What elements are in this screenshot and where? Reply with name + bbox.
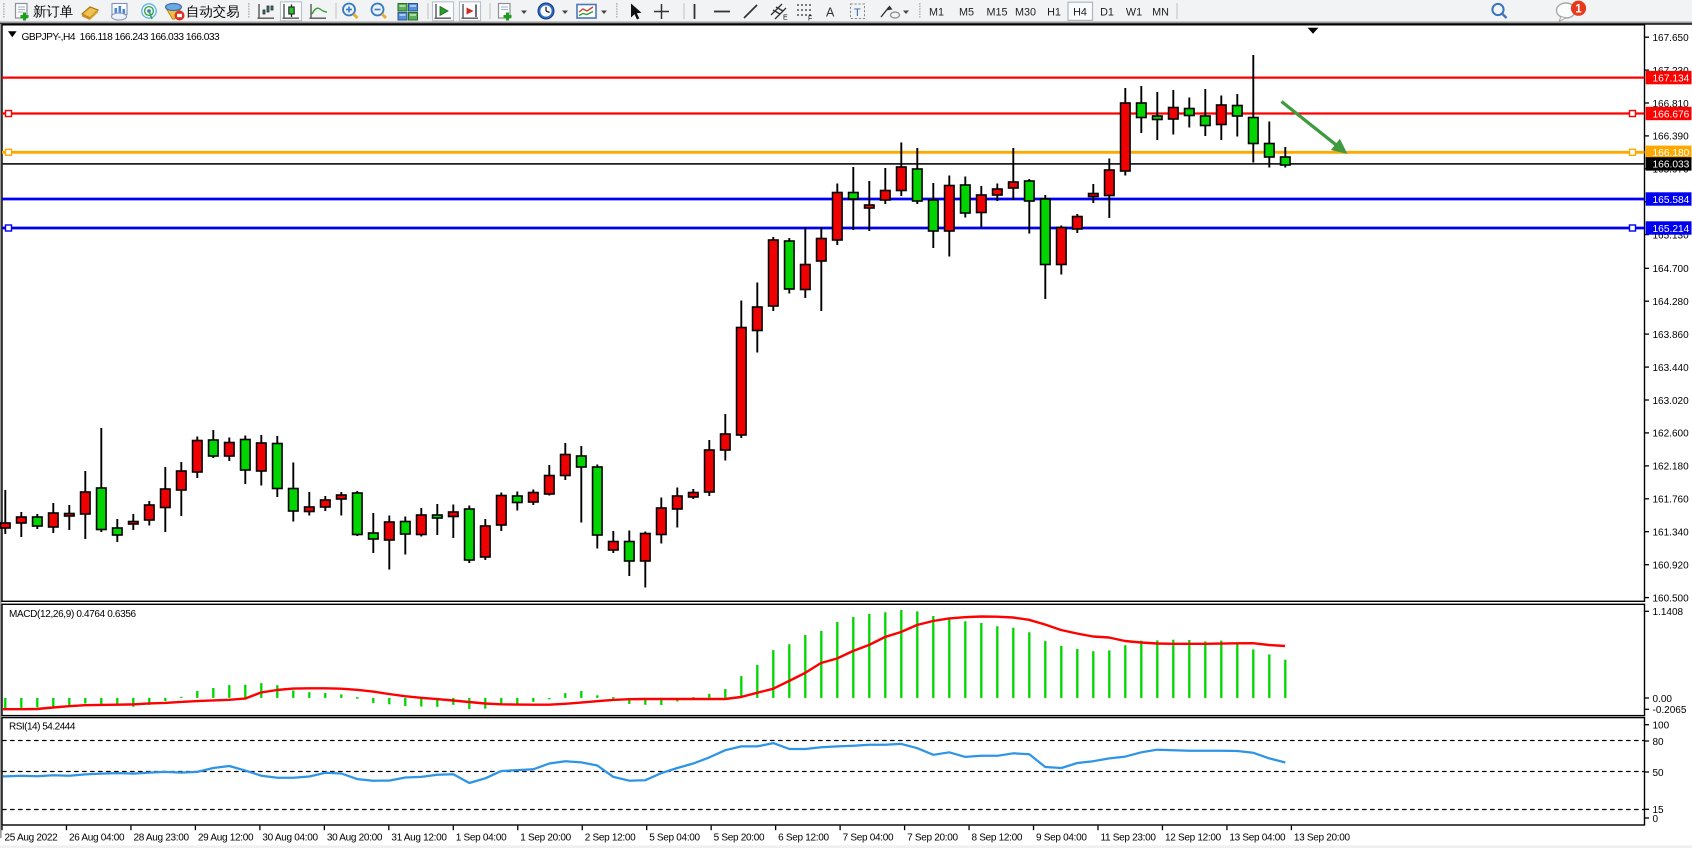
svg-text:13 Sep 04:00: 13 Sep 04:00: [1229, 833, 1286, 844]
svg-text:164.280: 164.280: [1653, 297, 1690, 308]
svg-text:-0.2065: -0.2065: [1653, 705, 1687, 716]
svg-text:100: 100: [1653, 721, 1670, 732]
svg-text:30 Aug 20:00: 30 Aug 20:00: [327, 833, 383, 844]
svg-text:161.760: 161.760: [1653, 495, 1690, 506]
svg-text:H1: H1: [1047, 7, 1061, 19]
svg-text:165.130: 165.130: [1653, 230, 1690, 241]
svg-text:8 Sep 12:00: 8 Sep 12:00: [972, 833, 1023, 844]
svg-text:163.020: 163.020: [1653, 396, 1690, 407]
svg-text:160.920: 160.920: [1653, 561, 1690, 572]
svg-text:166.390: 166.390: [1653, 132, 1690, 143]
svg-text:26 Aug 04:00: 26 Aug 04:00: [69, 833, 125, 844]
svg-text:H4: H4: [1073, 7, 1087, 19]
svg-text:11 Sep 23:00: 11 Sep 23:00: [1100, 833, 1156, 844]
svg-text:2 Sep 12:00: 2 Sep 12:00: [585, 833, 636, 844]
svg-text:M5: M5: [959, 7, 974, 19]
svg-text:GBPJPY-,H4 166.118 166.243 16: GBPJPY-,H4 166.118 166.243 166.033 166.0…: [22, 32, 221, 43]
svg-text:9 Sep 04:00: 9 Sep 04:00: [1036, 833, 1087, 844]
svg-text:165.584: 165.584: [1653, 195, 1690, 206]
svg-text:T: T: [854, 7, 861, 19]
svg-text:1.1408: 1.1408: [1653, 607, 1684, 618]
svg-text:166.810: 166.810: [1653, 99, 1690, 110]
svg-text:1: 1: [1575, 3, 1582, 15]
svg-text:167.134: 167.134: [1653, 73, 1690, 84]
svg-text:RSI(14) 54.2444: RSI(14) 54.2444: [9, 721, 76, 732]
svg-text:0: 0: [1653, 814, 1659, 825]
svg-text:1 Sep 04:00: 1 Sep 04:00: [456, 833, 507, 844]
svg-text:MACD(12,26,9) 0.4764 0.6356: MACD(12,26,9) 0.4764 0.6356: [9, 609, 137, 620]
svg-text:161.340: 161.340: [1653, 528, 1690, 539]
svg-text:25 Aug 2022: 25 Aug 2022: [5, 833, 59, 844]
svg-text:MN: MN: [1152, 7, 1169, 19]
svg-text:166.180: 166.180: [1653, 148, 1690, 159]
svg-text:163.860: 163.860: [1653, 330, 1690, 341]
svg-text:1 Sep 20:00: 1 Sep 20:00: [520, 833, 571, 844]
svg-text:M15: M15: [986, 7, 1007, 19]
svg-text:50: 50: [1653, 768, 1665, 779]
svg-text:30 Aug 04:00: 30 Aug 04:00: [262, 833, 318, 844]
svg-text:28 Aug 23:00: 28 Aug 23:00: [133, 833, 189, 844]
svg-text:163.440: 163.440: [1653, 363, 1690, 374]
svg-text:E: E: [783, 15, 788, 22]
svg-text:80: 80: [1653, 737, 1665, 748]
svg-text:165.214: 165.214: [1653, 224, 1690, 235]
svg-text:5 Sep 20:00: 5 Sep 20:00: [714, 833, 765, 844]
svg-text:162.600: 162.600: [1653, 429, 1690, 440]
svg-text:6 Sep 12:00: 6 Sep 12:00: [778, 833, 829, 844]
svg-text:F: F: [808, 16, 812, 23]
svg-text:W1: W1: [1126, 7, 1142, 19]
svg-text:166.033: 166.033: [1653, 160, 1690, 171]
svg-text:D1: D1: [1100, 7, 1114, 19]
svg-text:13 Sep 20:00: 13 Sep 20:00: [1294, 833, 1351, 844]
svg-text:12 Sep 12:00: 12 Sep 12:00: [1165, 833, 1222, 844]
svg-text:29 Aug 12:00: 29 Aug 12:00: [198, 833, 254, 844]
svg-text:15: 15: [1653, 805, 1665, 816]
svg-text:167.650: 167.650: [1653, 33, 1690, 44]
svg-text:M30: M30: [1015, 7, 1036, 19]
svg-text:7 Sep 20:00: 7 Sep 20:00: [907, 833, 958, 844]
svg-text:5 Sep 04:00: 5 Sep 04:00: [649, 833, 700, 844]
svg-text:164.700: 164.700: [1653, 264, 1690, 275]
svg-text:0.00: 0.00: [1653, 694, 1673, 705]
svg-text:162.180: 162.180: [1653, 462, 1690, 473]
svg-text:A: A: [826, 6, 835, 20]
svg-text:M1: M1: [929, 7, 944, 19]
svg-text:7 Sep 04:00: 7 Sep 04:00: [843, 833, 894, 844]
svg-text:160.500: 160.500: [1653, 593, 1690, 604]
svg-text:31 Aug 12:00: 31 Aug 12:00: [391, 833, 447, 844]
svg-text:166.676: 166.676: [1653, 109, 1690, 120]
